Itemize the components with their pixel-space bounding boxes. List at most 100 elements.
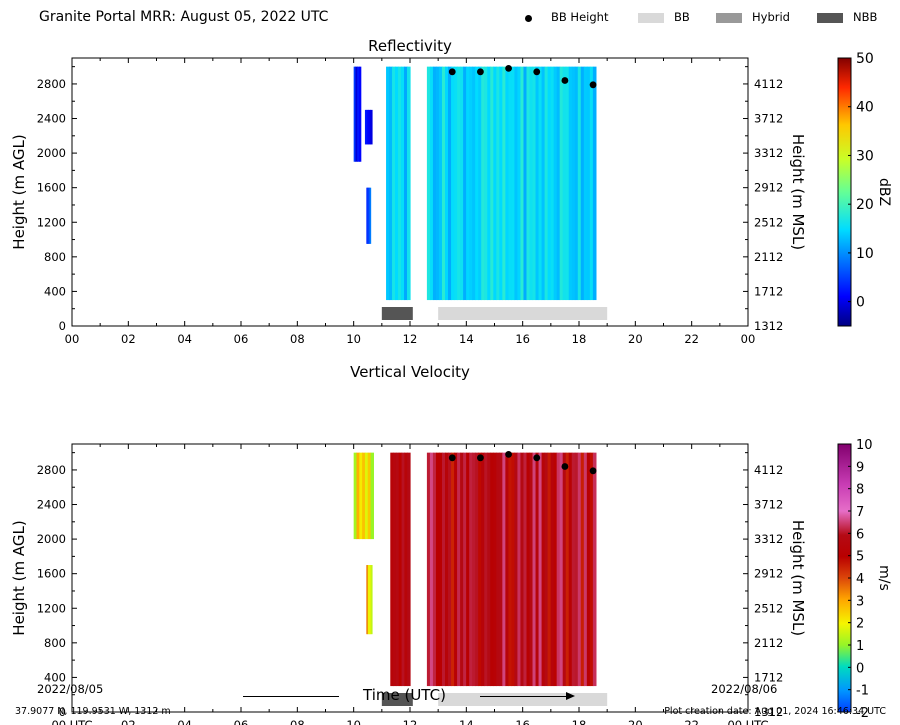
data-strip: [505, 66, 509, 301]
velocity-title: Vertical Velocity: [350, 363, 470, 381]
data-strip: [490, 452, 494, 687]
colorbar-tick-label: 10: [856, 438, 873, 453]
data-strip: [359, 452, 363, 540]
data-strip: [398, 452, 403, 687]
data-strip: [466, 452, 470, 687]
data-strip: [451, 452, 455, 687]
y2-tick-label: 3312: [754, 532, 783, 546]
data-strip: [353, 452, 358, 540]
y2-tick-label: 2912: [754, 181, 783, 195]
data-strip: [526, 452, 531, 687]
x-tick-label: 12: [403, 332, 418, 346]
colorbar-label: m/s: [876, 565, 892, 591]
data-band: [426, 452, 597, 687]
data-strip: [484, 66, 488, 301]
y2-tick-label: 3712: [754, 112, 783, 126]
colorbar-tick-label: 4: [856, 572, 864, 587]
data-strip: [429, 452, 434, 687]
data-strip: [401, 66, 405, 301]
legend-label: Hybrid: [752, 10, 790, 24]
data-strip: [435, 66, 440, 301]
data-strip: [568, 452, 573, 687]
legend-label: BB Height: [551, 10, 609, 24]
data-strip: [565, 66, 570, 301]
data-strip: [532, 66, 537, 301]
data-strip: [395, 452, 400, 687]
data-strip: [466, 66, 470, 301]
data-strip: [370, 109, 373, 145]
xlabel-row: Time (UTC): [0, 686, 900, 708]
data-strip: [574, 66, 579, 301]
time-arrow-right-line: [480, 696, 570, 697]
x-tick-label: 10: [346, 332, 361, 346]
data-strip: [448, 452, 452, 687]
data-strip: [493, 66, 497, 301]
y-tick-label: 1200: [37, 215, 66, 229]
data-strip: [499, 66, 503, 301]
bb-type-bar-nbb: [381, 693, 413, 706]
plot-title: Granite Portal MRR: August 05, 2022 UTC: [39, 9, 329, 25]
y2-axis-label: Height (m MSL): [789, 520, 807, 636]
colorbar-tick-label: 5: [856, 550, 864, 565]
x-tick-label: 00: [65, 332, 80, 346]
bb-height-point: [561, 463, 569, 470]
x-tick-label: 06: [234, 718, 249, 725]
data-strip: [353, 66, 357, 162]
x-tick-label: 10: [346, 718, 361, 725]
y-tick-label: 2000: [37, 532, 66, 546]
y2-tick-label: 2112: [754, 250, 783, 264]
data-strip: [535, 452, 540, 687]
data-strip: [386, 66, 390, 301]
data-strip: [481, 66, 485, 301]
data-strip: [580, 452, 585, 687]
data-band: [364, 109, 373, 145]
data-strip: [589, 452, 594, 687]
data-strip: [445, 66, 449, 301]
x-tick-label: 00 UTC: [727, 718, 768, 725]
x-tick-label: 08: [290, 718, 305, 725]
data-strip: [457, 452, 461, 687]
data-strip: [362, 452, 366, 540]
data-strip: [544, 66, 549, 301]
data-strip: [369, 565, 372, 635]
data-strip: [398, 66, 402, 301]
data-strip: [432, 452, 437, 687]
bb-height-point: [477, 454, 484, 462]
bb-type-bar-bb: [438, 307, 608, 320]
data-strip: [469, 66, 473, 301]
colorbar-tick-label: 9: [856, 460, 864, 475]
x-tick-label: 16: [515, 332, 530, 346]
colorbar: [837, 57, 852, 327]
bb-height-point: [448, 454, 456, 462]
data-strip: [541, 66, 546, 301]
data-strip: [556, 66, 561, 301]
data-strip: [541, 452, 546, 687]
colorbar-tick-label: 50: [856, 51, 874, 67]
data-strip: [448, 66, 452, 301]
colorbar-tick-label: -1: [856, 684, 869, 699]
data-strip: [441, 452, 446, 687]
bb-height-point: [589, 81, 597, 89]
data-strip: [457, 66, 461, 301]
legend-dot-marker: [525, 15, 532, 22]
data-strip: [404, 66, 408, 301]
y2-tick-label: 1712: [754, 284, 783, 298]
x-tick-label: 22: [684, 718, 699, 725]
data-strip: [586, 452, 591, 687]
data-strip: [559, 452, 564, 687]
data-strip: [435, 452, 440, 687]
colorbar-label: dBZ: [876, 178, 892, 206]
data-strip: [553, 452, 558, 687]
x-axis-label: Time (UTC): [363, 686, 446, 704]
data-strip: [586, 66, 591, 301]
legend-label: BB: [674, 10, 690, 24]
data-strip: [535, 66, 540, 301]
data-strip: [368, 109, 371, 145]
velocity-chart: 00 UTC 02 04 06 08 10 12 14 16 18 20 22 00 UTC040080…: [10, 438, 892, 725]
x-tick-label: 22: [684, 332, 699, 346]
data-strip: [487, 452, 491, 687]
data-strip: [505, 452, 509, 687]
data-strip: [426, 452, 431, 687]
data-strip: [429, 66, 434, 301]
data-strip: [407, 66, 411, 301]
